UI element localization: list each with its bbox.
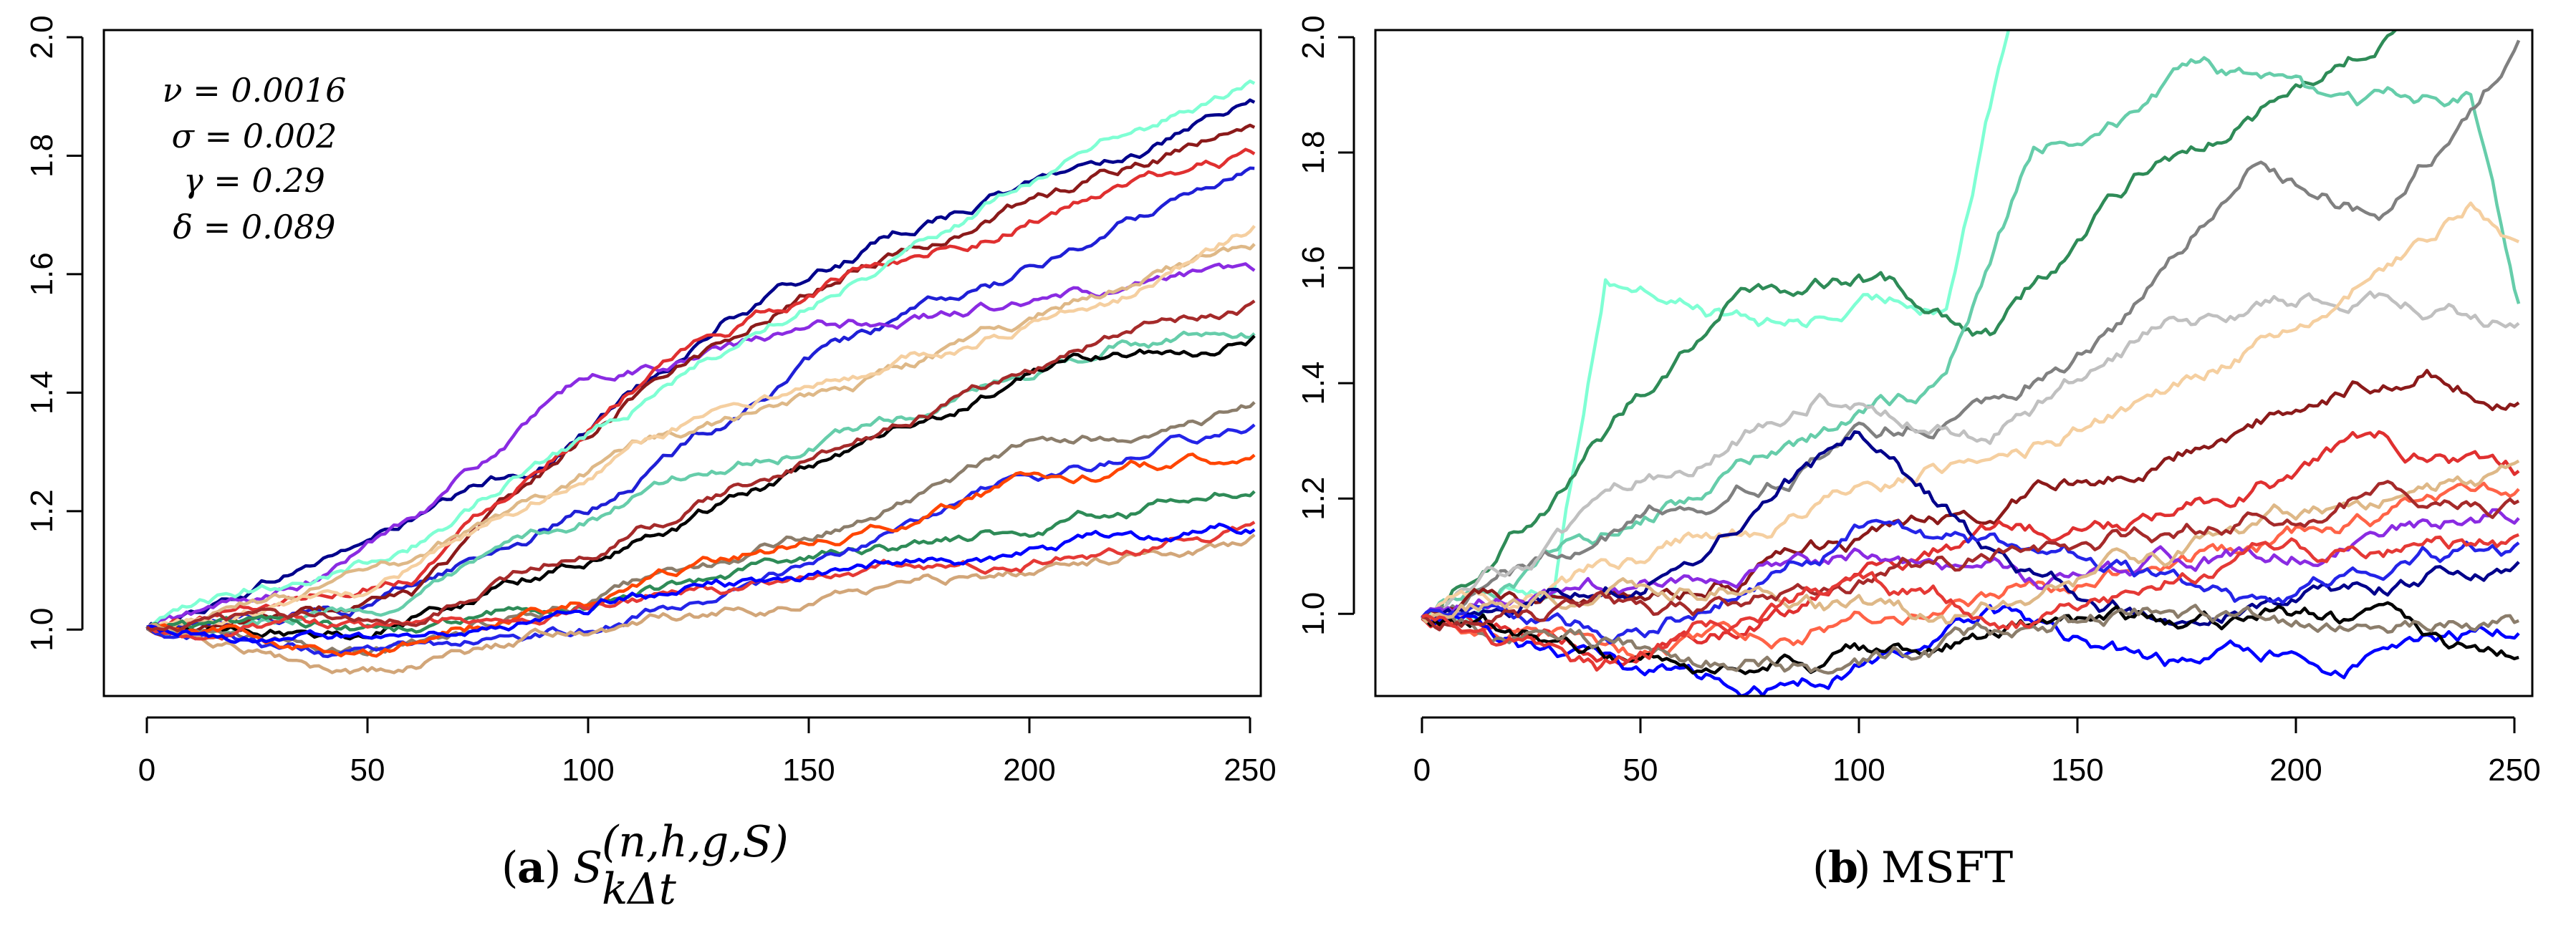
panel-b-series-line: [1421, 56, 2521, 621]
panel-b-x-tick-label: 200: [2269, 753, 2322, 788]
panel-b-y-tick-label: 2.0: [1296, 15, 1331, 59]
panel-b-series-line: [1421, 533, 2519, 672]
caption-b-close-paren: ): [1854, 843, 1870, 893]
caption-b-open-paren: (: [1812, 843, 1829, 893]
panel-a-series-line: [146, 148, 1256, 630]
panel-a-series-line: [145, 262, 1256, 630]
panel-b-y-tick-label: 1.6: [1296, 246, 1331, 290]
panel-b-x-tick-label: 100: [1832, 753, 1885, 788]
panel-b-series-line: [1421, 30, 2399, 622]
panel-a-plot-frame: [102, 29, 1262, 697]
panel-a-x-tick-label: 200: [1003, 753, 1055, 788]
panel-a-axes: 0 50 100 150 200 250 1.0 1.2 1.4 1.6 1.8 2.0: [24, 15, 1277, 788]
panel-b-series-line: [1421, 201, 2520, 621]
panel-a-series-line: [145, 299, 1256, 633]
panel-a-series-line: [146, 453, 1256, 658]
caption-b-title: MSFT: [1881, 843, 2013, 893]
panel-a-series-line: [145, 98, 1256, 630]
panel-a-y-tick-label: 1.6: [24, 252, 59, 296]
caption-a: ( a ) S (n,h,g,S) kΔt: [501, 817, 789, 914]
panel-a-y-tick-label: 1.2: [24, 489, 59, 533]
panel-b-series-line: [1421, 39, 2521, 620]
panel-b-x-tick-label: 50: [1623, 753, 1658, 788]
panel-a-parameters: ν = 0.0016 σ = 0.002 γ = 0.29 δ = 0.089: [163, 71, 347, 246]
panel-b-series-line: [1421, 430, 2520, 627]
panel-b-y-tick-label: 1.8: [1296, 130, 1331, 174]
panel-b-series-group: [1421, 30, 2521, 696]
param-nu: ν = 0.0016: [163, 71, 347, 110]
panel-a-series-line: [146, 401, 1256, 657]
panel-b-x-tick-label: 0: [1413, 753, 1431, 788]
panel-a-series-line: [146, 225, 1256, 629]
panel-b-chart: 0 50 100 150 200 250 1.0 1.2 1.4 1.6 1.8 2.0: [1296, 15, 2541, 788]
caption-a-letter: a: [517, 843, 545, 893]
panel-a-x-tick-label: 100: [562, 753, 614, 788]
panel-a-series-line: [146, 522, 1256, 644]
panel-a-series-line: [145, 79, 1256, 630]
panel-b-series-line: [1421, 604, 2520, 696]
panel-a-x-tick-label: 0: [138, 753, 155, 788]
param-sigma: σ = 0.002: [172, 117, 337, 155]
caption-a-subscript: kΔt: [602, 864, 677, 914]
panel-a-y-tick-label: 1.8: [24, 134, 59, 178]
caption-b: ( b ) MSFT: [1812, 843, 2013, 893]
panel-b-series-line: [1421, 480, 2520, 632]
param-gamma: γ = 0.29: [183, 161, 325, 200]
panel-a-series-line: [146, 334, 1256, 641]
panel-a-series-line: [145, 330, 1256, 637]
panel-a-y-tick-label: 1.0: [24, 608, 59, 652]
panel-a-chart: 0 50 100 150 200 250 1.0 1.2 1.4 1.6 1.8 2.0 ν = 0.…: [24, 15, 1277, 788]
caption-a-symbol: S: [573, 843, 602, 893]
caption-a-close-paren: ): [544, 843, 561, 893]
caption-b-letter: b: [1828, 843, 1858, 893]
panel-a-x-tick-label: 50: [350, 753, 385, 788]
panel-a-y-tick-label: 2.0: [24, 15, 59, 59]
panel-a-series-line: [145, 423, 1256, 659]
panel-b-series-line: [1421, 604, 2519, 675]
panel-b-series-line: [1421, 601, 2519, 675]
panel-b-y-tick-label: 1.4: [1296, 362, 1331, 405]
panel-a-series-line: [146, 243, 1256, 634]
caption-a-superscript: (n,h,g,S): [602, 817, 789, 867]
panel-a-y-tick-label: 1.4: [24, 371, 59, 415]
panel-a-x-tick-label: 150: [782, 753, 835, 788]
panel-a-x-tick-label: 250: [1224, 753, 1276, 788]
panel-b-x-tick-label: 150: [2051, 753, 2103, 788]
panel-b-y-tick-label: 1.2: [1296, 477, 1331, 521]
panel-b-axes: 0 50 100 150 200 250 1.0 1.2 1.4 1.6 1.8 2.0: [1296, 15, 2541, 788]
panel-b-plot-frame: [1374, 29, 2534, 697]
panel-a-series-line: [145, 533, 1256, 675]
panel-b-x-tick-label: 250: [2488, 753, 2540, 788]
param-delta: δ = 0.089: [173, 208, 335, 246]
panel-b-y-tick-label: 1.0: [1296, 592, 1331, 636]
panel-b-series-line: [1421, 290, 2520, 624]
panel-a-series-line: [145, 123, 1256, 639]
panel-a-series-group: [145, 79, 1256, 675]
caption-a-open-paren: (: [501, 843, 518, 893]
panel-b-series-line: [1421, 30, 2011, 624]
panel-b-series-line: [1421, 481, 2520, 659]
